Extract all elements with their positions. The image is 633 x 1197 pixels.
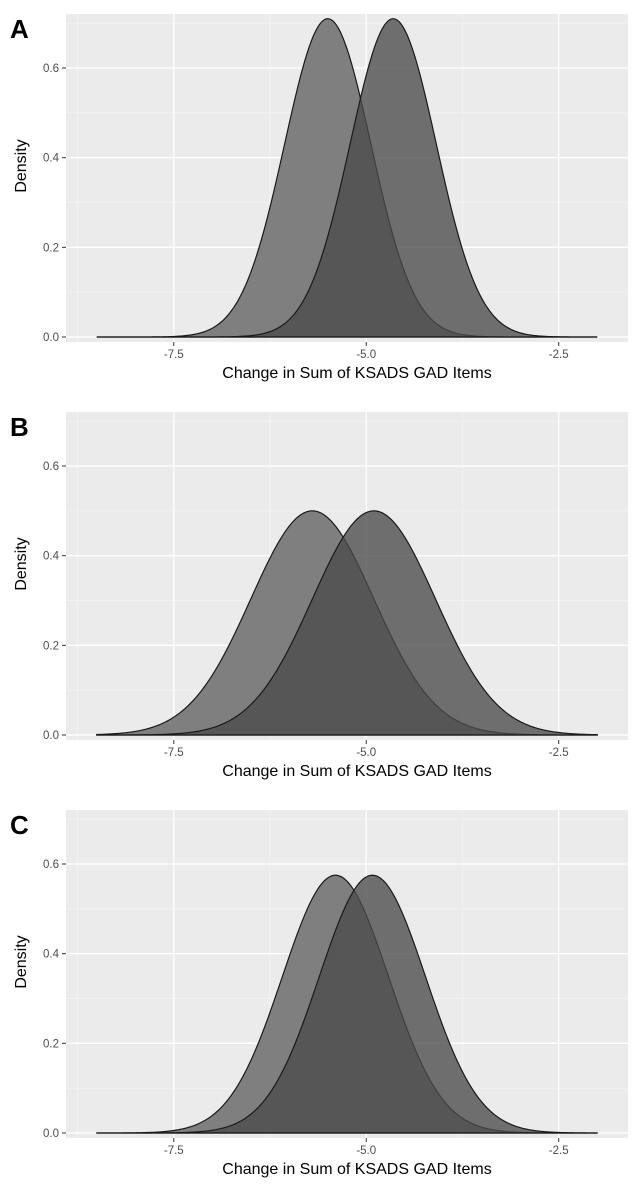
chart-panel-a: -7.5 -5.0 -2.5 0.0 0.2 0.4 0.6 Change in Sum of… — [10, 14, 628, 382]
x-tick-label: -7.5 — [164, 1145, 184, 1157]
density-curve-2 — [96, 510, 598, 736]
y-axis-title: Density — [13, 537, 30, 590]
x-axis-title: Change in Sum of KSADS GAD Items — [222, 1161, 491, 1178]
y-axis-title: Density — [13, 935, 30, 988]
panel-label: B — [10, 412, 29, 442]
chart-panel-c: -7.5 -5.0 -2.5 0.0 0.2 0.4 0.6 Change in Sum of… — [10, 810, 628, 1178]
x-axis-title: Change in Sum of KSADS GAD Items — [222, 365, 491, 382]
x-tick-label: -2.5 — [549, 747, 569, 759]
y-tick-label: 0.6 — [43, 859, 59, 871]
y-tick-label: 0.6 — [43, 63, 59, 75]
panel-label: C — [10, 810, 29, 840]
x-tick-label: -2.5 — [549, 1145, 569, 1157]
density-curve-2 — [96, 874, 598, 1134]
y-tick-label: 0.6 — [43, 461, 59, 473]
y-tick-label: 0.0 — [43, 730, 59, 742]
y-tick-label: 0.4 — [43, 551, 60, 563]
y-axis-title: Density — [13, 139, 30, 192]
y-tick-label: 0.4 — [43, 153, 60, 165]
x-axis-title: Change in Sum of KSADS GAD Items — [222, 763, 491, 780]
chart-panel-b: -7.5 -5.0 -2.5 0.0 0.2 0.4 0.6 Change in Sum of… — [10, 412, 628, 780]
density-curve-2 — [96, 18, 598, 338]
y-tick-label: 0.2 — [43, 1038, 59, 1050]
y-tick-label: 0.2 — [43, 640, 59, 652]
x-tick-label: -5.0 — [356, 1145, 376, 1157]
y-tick-label: 0.2 — [43, 242, 59, 254]
x-tick-label: -7.5 — [164, 747, 184, 759]
x-tick-label: -5.0 — [356, 349, 376, 361]
y-tick-label: 0.0 — [43, 1128, 59, 1140]
x-tick-label: -2.5 — [549, 349, 569, 361]
y-tick-label: 0.4 — [43, 949, 60, 961]
y-tick-label: 0.0 — [43, 332, 59, 344]
panel-label: A — [10, 14, 29, 44]
x-tick-label: -5.0 — [356, 747, 376, 759]
x-tick-label: -7.5 — [164, 349, 184, 361]
